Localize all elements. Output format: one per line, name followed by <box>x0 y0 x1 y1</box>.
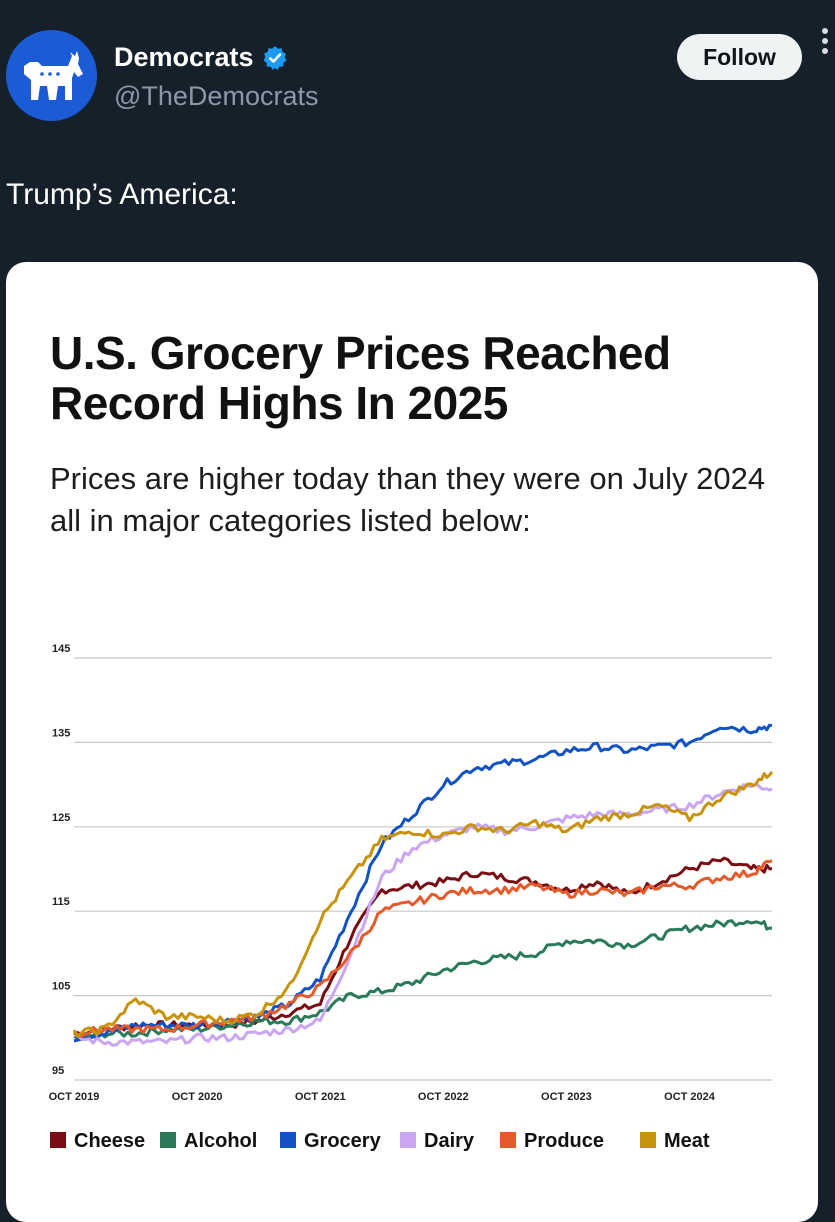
display-name[interactable]: Democrats <box>114 42 254 72</box>
series-line-produce <box>73 859 773 1038</box>
x-tick-label: OCT 2023 <box>541 1091 592 1103</box>
y-tick-label: 95 <box>52 1065 64 1077</box>
user-handle[interactable]: @TheDemocrats <box>114 81 319 111</box>
legend-label-produce: Produce <box>524 1130 604 1152</box>
y-tick-label: 105 <box>52 981 70 993</box>
x-tick-label: OCT 2020 <box>172 1091 223 1103</box>
chart-title: U.S. Grocery Prices Reached Record Highs… <box>50 327 671 429</box>
legend-label-dairy: Dairy <box>424 1130 475 1152</box>
legend-label-alcohol: Alcohol <box>184 1130 257 1152</box>
x-tick-label: OCT 2024 <box>664 1091 716 1103</box>
series-line-meat <box>72 770 774 1038</box>
chart-subtitle: Prices are higher today than they were o… <box>50 461 766 538</box>
y-tick-label: 115 <box>52 896 70 908</box>
series-line-grocery <box>73 723 773 1043</box>
legend-swatch-produce <box>500 1132 516 1148</box>
legend-swatch-meat <box>640 1132 656 1148</box>
y-tick-label: 145 <box>52 643 70 655</box>
follow-button[interactable]: Follow <box>677 34 802 80</box>
y-tick-label: 135 <box>52 727 70 739</box>
legend-swatch-grocery <box>280 1132 296 1148</box>
image-card[interactable]: U.S. Grocery Prices Reached Record Highs… <box>6 262 818 1222</box>
more-options-icon[interactable] <box>820 28 830 56</box>
tweet-text: Trump’s America: <box>6 178 238 211</box>
line-chart: 95 105 115 125 135 145 OCT 2019 OCT 2020 OCT 202… <box>49 643 774 1152</box>
verified-badge-icon <box>263 45 287 70</box>
x-tick-label: OCT 2022 <box>418 1091 469 1103</box>
legend-label-cheese: Cheese <box>74 1130 145 1152</box>
x-tick-label: OCT 2019 <box>49 1091 100 1103</box>
y-tick-label: 125 <box>52 812 70 824</box>
legend-label-grocery: Grocery <box>304 1130 382 1152</box>
series-line-dairy <box>73 782 773 1047</box>
display-name-row[interactable]: Democrats <box>114 42 288 73</box>
legend-label-meat: Meat <box>664 1130 710 1152</box>
avatar[interactable] <box>6 30 97 121</box>
series-line-alcohol <box>73 919 772 1040</box>
donkey-logo-icon <box>23 50 83 100</box>
legend-swatch-dairy <box>400 1132 416 1148</box>
legend-swatch-alcohol <box>160 1132 176 1148</box>
x-tick-label: OCT 2021 <box>295 1091 346 1103</box>
legend-swatch-cheese <box>50 1132 66 1148</box>
